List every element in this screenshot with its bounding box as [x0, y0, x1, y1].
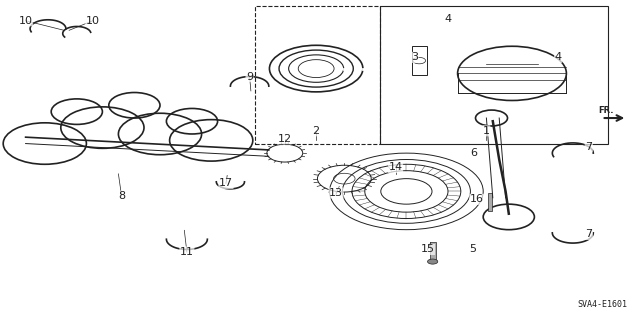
Text: 13: 13 [329, 188, 343, 198]
Text: 7: 7 [585, 142, 593, 152]
Text: 7: 7 [585, 229, 593, 240]
Text: 1: 1 [483, 126, 490, 136]
Text: 12: 12 [278, 134, 292, 144]
Text: 15: 15 [420, 244, 435, 255]
Text: 8: 8 [118, 191, 125, 201]
Text: 14: 14 [388, 162, 403, 173]
Text: 9: 9 [246, 71, 253, 82]
Bar [412, 46, 427, 75]
Text: 17: 17 [219, 178, 233, 189]
Text: 11: 11 [180, 247, 194, 257]
Bar [430, 242, 436, 262]
Bar [380, 6, 608, 144]
Bar [255, 6, 380, 144]
Circle shape [428, 259, 438, 264]
Text: 5: 5 [469, 244, 476, 254]
Text: FR.: FR. [598, 106, 614, 115]
Text: 4: 4 [444, 14, 452, 24]
Text: 10: 10 [86, 16, 100, 26]
Bar [488, 193, 492, 211]
Text: 16: 16 [470, 194, 484, 204]
Text: 2: 2 [312, 126, 320, 136]
Text: 3: 3 [412, 52, 418, 63]
Text: 10: 10 [19, 16, 33, 26]
Text: 4: 4 [554, 52, 562, 63]
Text: 6: 6 [470, 148, 477, 158]
Text: SVA4-E1601: SVA4-E1601 [577, 300, 627, 309]
